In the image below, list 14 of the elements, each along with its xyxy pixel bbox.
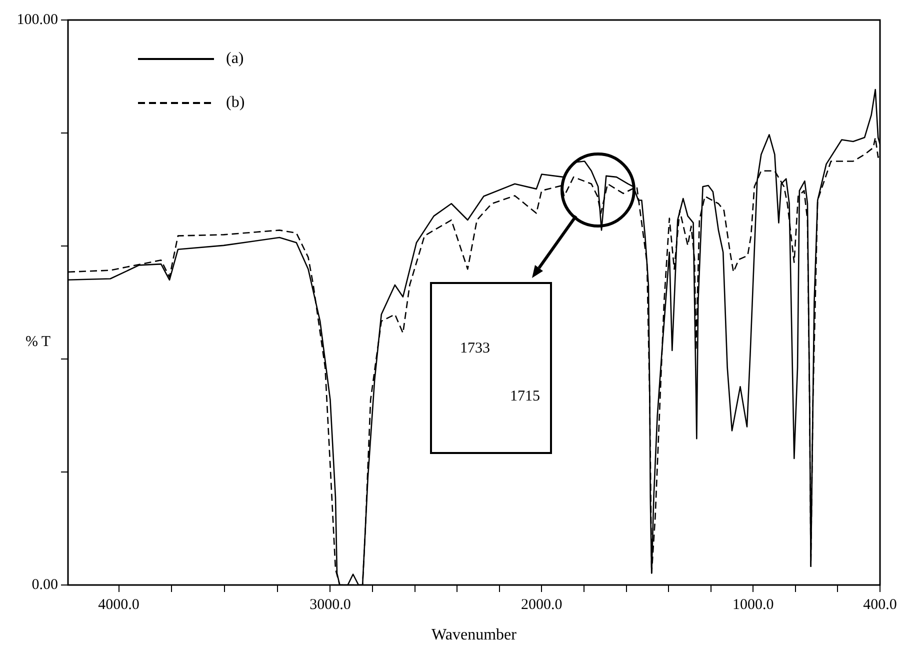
x-tick-label: 400.0 [863, 596, 897, 613]
annotation: 1715 [510, 388, 540, 406]
x-tick-label: 3000.0 [310, 596, 351, 613]
x-axis-title: Wavenumber [432, 626, 518, 644]
legend-label: (b) [226, 94, 245, 112]
inset-box: 1733 1715 [430, 282, 552, 454]
annotation: 1733 [460, 340, 490, 358]
y-tick-label: 0.00 [32, 576, 58, 593]
x-tick-label: 4000.0 [98, 596, 140, 613]
y-tick-label: 100.00 [16, 12, 58, 28]
x-tick-label: 2000.0 [521, 596, 562, 613]
y-axis-title: % T [25, 334, 51, 350]
x-tick-label: 1000.0 [732, 596, 774, 613]
legend-label: (a) [226, 50, 244, 68]
